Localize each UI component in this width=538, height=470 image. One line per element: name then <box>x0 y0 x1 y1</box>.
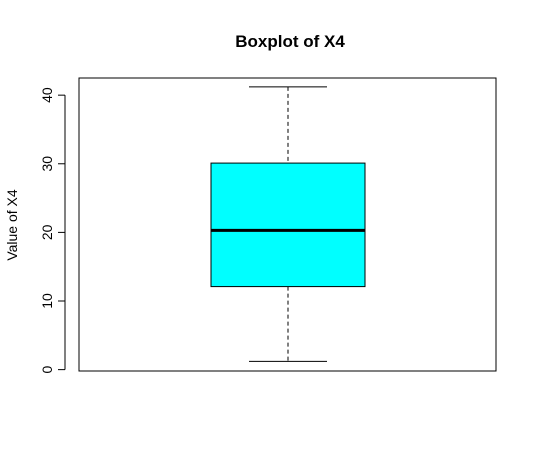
chart-title: Boxplot of X4 <box>235 32 345 51</box>
y-tick-label-30: 30 <box>39 156 55 172</box>
y-tick-label-10: 10 <box>39 293 55 309</box>
iqr-box <box>211 163 365 287</box>
y-axis-label: Value of X4 <box>4 189 20 261</box>
y-tick-label-20: 20 <box>39 224 55 240</box>
y-tick-label-0: 0 <box>39 366 55 374</box>
y-tick-label-40: 40 <box>39 87 55 103</box>
y-axis: 0 10 20 30 40 <box>39 87 65 373</box>
boxplot <box>211 87 365 361</box>
